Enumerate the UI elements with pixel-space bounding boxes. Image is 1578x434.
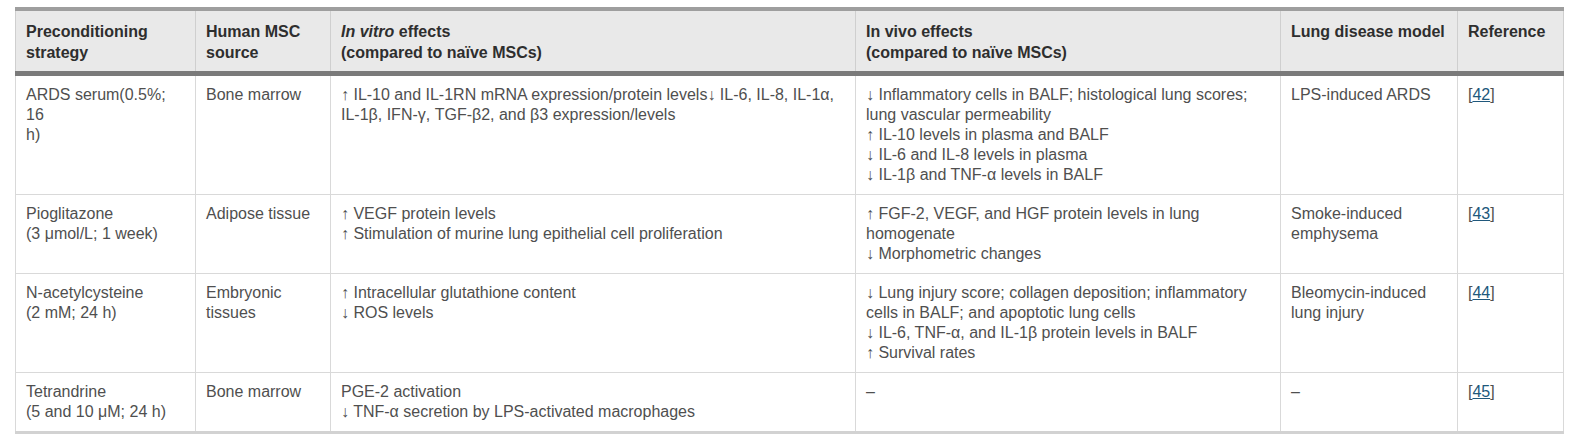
cell-strategy: N-acetylcysteine (2 mM; 24 h) <box>16 274 196 373</box>
header-preconditioning-strategy: Preconditioning strategy <box>16 9 196 74</box>
cell-strategy: Tetrandrine (5 and 10 μM; 24 h) <box>16 373 196 434</box>
cell-reference: [43] <box>1458 195 1564 274</box>
msc-preconditioning-table: Preconditioning strategy Human MSC sourc… <box>15 7 1564 434</box>
reference-link[interactable]: 43 <box>1472 205 1490 222</box>
header-reference: Reference <box>1458 9 1564 74</box>
cell-reference: [42] <box>1458 74 1564 195</box>
cell-source: Embryonic tissues <box>196 274 331 373</box>
table-row: Pioglitazone (3 μmol/L; 1 week) Adipose … <box>16 195 1564 274</box>
cell-in-vitro: ↑ Intracellular glutathione content ↓ RO… <box>331 274 856 373</box>
cell-model: – <box>1281 373 1458 434</box>
table-row: N-acetylcysteine (2 mM; 24 h) Embryonic … <box>16 274 1564 373</box>
cell-in-vivo: ↓ Lung injury score; collagen deposition… <box>856 274 1281 373</box>
header-in-vitro-italic: In vitro <box>341 23 394 40</box>
cell-in-vivo: ↓ Inflammatory cells in BALF; histologic… <box>856 74 1281 195</box>
cell-model: LPS-induced ARDS <box>1281 74 1458 195</box>
cell-strategy: ARDS serum(0.5%; 16 h) <box>16 74 196 195</box>
cell-in-vivo: ↑ FGF-2, VEGF, and HGF protein levels in… <box>856 195 1281 274</box>
header-in-vitro-effects: In vitro effects (compared to naïve MSCs… <box>331 9 856 74</box>
header-human-msc-source: Human MSC source <box>196 9 331 74</box>
ref-bracket-close: ] <box>1490 205 1494 222</box>
cell-source: Bone marrow <box>196 74 331 195</box>
reference-link[interactable]: 45 <box>1472 383 1490 400</box>
cell-in-vivo: – <box>856 373 1281 434</box>
cell-in-vitro: ↑ VEGF protein levels ↑ Stimulation of m… <box>331 195 856 274</box>
header-lung-disease-model: Lung disease model <box>1281 9 1458 74</box>
cell-reference: [44] <box>1458 274 1564 373</box>
reference-link[interactable]: 44 <box>1472 284 1490 301</box>
page: Preconditioning strategy Human MSC sourc… <box>0 0 1578 434</box>
header-in-vivo-effects: In vivo effects (compared to naïve MSCs) <box>856 9 1281 74</box>
cell-in-vitro: ↑ IL-10 and IL-1RN mRNA expression/prote… <box>331 74 856 195</box>
ref-bracket-close: ] <box>1490 86 1494 103</box>
cell-in-vitro: PGE-2 activation ↓ TNF-α secretion by LP… <box>331 373 856 434</box>
cell-model: Smoke-induced emphysema <box>1281 195 1458 274</box>
table-row: ARDS serum(0.5%; 16 h) Bone marrow ↑ IL-… <box>16 74 1564 195</box>
table-row: Tetrandrine (5 and 10 μM; 24 h) Bone mar… <box>16 373 1564 434</box>
cell-reference: [45] <box>1458 373 1564 434</box>
cell-strategy: Pioglitazone (3 μmol/L; 1 week) <box>16 195 196 274</box>
ref-bracket-close: ] <box>1490 383 1494 400</box>
ref-bracket-close: ] <box>1490 284 1494 301</box>
cell-source: Bone marrow <box>196 373 331 434</box>
header-row: Preconditioning strategy Human MSC sourc… <box>16 9 1564 74</box>
reference-link[interactable]: 42 <box>1472 86 1490 103</box>
cell-model: Bleomycin-induced lung injury <box>1281 274 1458 373</box>
cell-source: Adipose tissue <box>196 195 331 274</box>
